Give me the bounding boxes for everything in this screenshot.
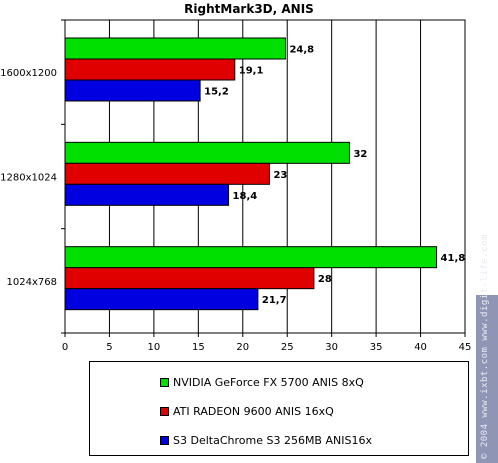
chart-title: RightMark3D, ANIS [184, 2, 314, 16]
legend-swatch-blue [160, 435, 169, 445]
legend-swatch-red [160, 406, 169, 416]
y-tick-label: 1024x768 [7, 277, 57, 288]
legend-swatch-green [160, 377, 169, 387]
x-tick-label: 25 [281, 342, 294, 353]
y-tick-label: 1600x1200 [0, 68, 57, 79]
y-tick-label: 1280x1024 [0, 173, 57, 184]
legend-item-nvidia: NVIDIA GeForce FX 5700 ANIS 8xQ [160, 375, 364, 389]
x-tick-label: 20 [236, 342, 249, 353]
data-label: 23 [273, 170, 287, 181]
bar [64, 58, 236, 81]
legend-item-ati: ATI RADEON 9600 ANIS 16xQ [160, 404, 334, 418]
bar [64, 37, 286, 60]
axes: 1600x1200 1280x1024 1024x768 0 5 10 15 20 25 30 35… [0, 19, 472, 353]
x-tick-label: 30 [325, 342, 338, 353]
data-label: 21,7 [262, 295, 287, 306]
legend-item-s3: S3 DeltaChrome S3 256MB ANIS16x [160, 433, 372, 447]
bar [64, 162, 270, 185]
data-label: 18,4 [233, 191, 258, 202]
data-label: 24,8 [289, 45, 314, 56]
bar [64, 246, 438, 269]
x-tick-label: 45 [459, 342, 472, 353]
bar [64, 79, 201, 102]
legend-label: S3 DeltaChrome S3 256MB ANIS16x [173, 433, 372, 447]
data-label: 19,1 [239, 66, 264, 77]
data-label: 41,8 [441, 253, 466, 264]
x-tick-label: 5 [106, 342, 112, 353]
bar [64, 141, 350, 164]
bar [64, 267, 315, 290]
bars: 24,8 32 41,8 19,1 23 28 15,2 18,4 21,7 [64, 37, 466, 311]
legend-label: NVIDIA GeForce FX 5700 ANIS 8xQ [173, 375, 364, 389]
plot-area-border [64, 19, 466, 334]
bar [64, 288, 259, 311]
data-label: 28 [318, 274, 332, 285]
x-tick-label: 15 [192, 342, 205, 353]
x-tick-label: 10 [148, 342, 161, 353]
legend: NVIDIA GeForce FX 5700 ANIS 8xQ ATI RADE… [89, 361, 469, 456]
legend-label: ATI RADEON 9600 ANIS 16xQ [173, 404, 334, 418]
x-tick-label: 40 [414, 342, 427, 353]
x-tick-label: 35 [370, 342, 383, 353]
watermark-strip: © 2004 www.ixbt.com www.digit-life.com [476, 234, 498, 463]
data-label: 15,2 [204, 87, 229, 98]
x-tick-label: 0 [62, 342, 68, 353]
data-label: 32 [353, 149, 367, 160]
bar [64, 183, 230, 206]
watermark-text: © 2004 www.ixbt.com www.digit-life.com [480, 234, 490, 459]
